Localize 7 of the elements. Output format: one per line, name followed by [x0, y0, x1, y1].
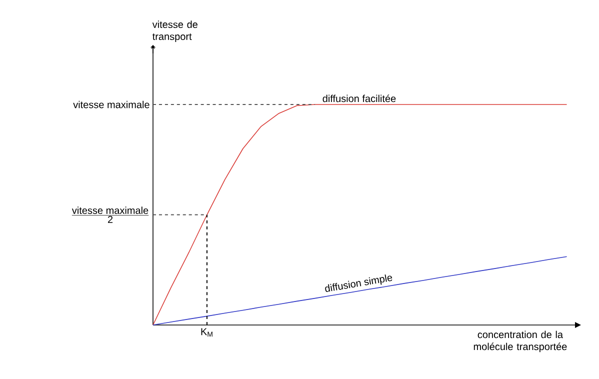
text: K$_{M}$	[201, 328, 212, 337]
x-axis-title: concentration de la molécule transportée	[474, 330, 567, 352]
ref-line-label: $\mbox{vitesse maximale}$	[73, 100, 150, 108]
text: vitesse de transport	[152, 20, 198, 42]
text: diffusion simple	[325, 274, 392, 292]
ref-line-label: $\frac{\mbox{vitesse maximale}}{\mbox{2}}$	[72, 206, 149, 223]
series-label: diffusion facilitée	[322, 94, 396, 102]
